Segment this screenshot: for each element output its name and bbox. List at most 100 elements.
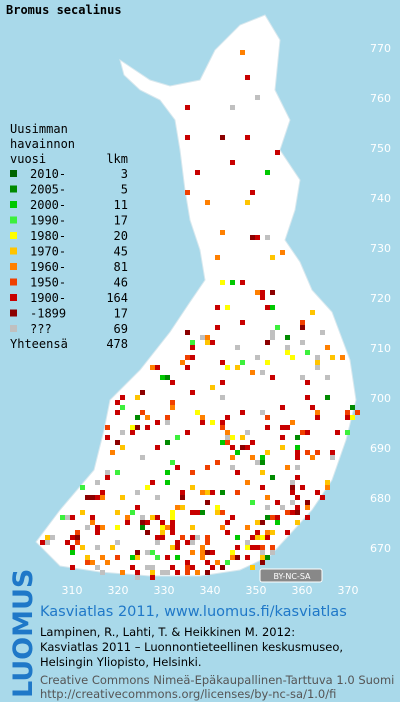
observation-square xyxy=(115,510,120,515)
observation-square xyxy=(215,510,220,515)
observation-square xyxy=(100,555,105,560)
observation-square xyxy=(265,425,270,430)
observation-square xyxy=(260,455,265,460)
observation-square xyxy=(225,365,230,370)
observation-square xyxy=(270,375,275,380)
observation-square xyxy=(255,460,260,465)
easting-label: 360 xyxy=(292,584,313,597)
observation-square xyxy=(240,445,245,450)
observation-square xyxy=(300,320,305,325)
observation-square xyxy=(185,330,190,335)
legend-swatch xyxy=(10,309,17,317)
observation-square xyxy=(280,435,285,440)
observation-square xyxy=(295,455,300,460)
observation-square xyxy=(205,570,210,575)
observation-square xyxy=(265,515,270,520)
observation-square xyxy=(250,535,255,540)
observation-square xyxy=(270,330,275,335)
observation-square xyxy=(270,305,275,310)
map-title: Bromus secalinus xyxy=(6,3,122,17)
observation-square xyxy=(305,350,310,355)
citation: Lampinen, R., Lahti, T. & Heikkinen M. 2… xyxy=(40,625,295,639)
legend-swatch xyxy=(10,278,17,286)
observation-square xyxy=(325,345,330,350)
license-url: http://creativecommons.org/licenses/by-n… xyxy=(40,687,336,701)
observation-square xyxy=(210,550,215,555)
observation-square xyxy=(245,540,250,545)
observation-square xyxy=(140,520,145,525)
observation-square xyxy=(190,340,195,345)
observation-square xyxy=(95,545,100,550)
observation-square xyxy=(280,425,285,430)
observation-square xyxy=(330,355,335,360)
observation-square xyxy=(240,360,245,365)
observation-square xyxy=(135,490,140,495)
observation-square xyxy=(255,355,260,360)
observation-square xyxy=(175,505,180,510)
observation-square xyxy=(285,530,290,535)
observation-square xyxy=(215,325,220,330)
observation-square xyxy=(115,540,120,545)
observation-square xyxy=(170,520,175,525)
observation-square xyxy=(110,450,115,455)
observation-square xyxy=(235,345,240,350)
observation-square xyxy=(265,535,270,540)
observation-square xyxy=(190,470,195,475)
observation-square xyxy=(80,485,85,490)
observation-square xyxy=(285,465,290,470)
observation-square xyxy=(305,500,310,505)
easting-label: 320 xyxy=(108,584,129,597)
observation-square xyxy=(255,520,260,525)
legend-heading: havainnon xyxy=(10,137,75,151)
observation-square xyxy=(220,510,225,515)
observation-square xyxy=(220,230,225,235)
observation-square xyxy=(300,375,305,380)
observation-square xyxy=(145,485,150,490)
observation-square xyxy=(270,545,275,550)
observation-square xyxy=(205,550,210,555)
observation-square xyxy=(255,235,260,240)
observation-square xyxy=(335,430,340,435)
observation-square xyxy=(150,365,155,370)
observation-square xyxy=(340,355,345,360)
observation-square xyxy=(155,555,160,560)
observation-square xyxy=(70,545,75,550)
observation-square xyxy=(245,430,250,435)
observation-square xyxy=(200,550,205,555)
observation-square xyxy=(115,400,120,405)
observation-square xyxy=(315,360,320,365)
legend-label: 2000- xyxy=(30,198,66,212)
observation-square xyxy=(205,200,210,205)
easting-label: 350 xyxy=(246,584,267,597)
observation-square xyxy=(120,445,125,450)
observation-square xyxy=(310,455,315,460)
observation-square xyxy=(260,550,265,555)
observation-square xyxy=(250,565,255,570)
observation-square xyxy=(290,420,295,425)
country-shape xyxy=(35,14,357,577)
observation-square xyxy=(325,375,330,380)
observation-square xyxy=(70,565,75,570)
observation-square xyxy=(195,535,200,540)
observation-square xyxy=(60,515,65,520)
observation-square xyxy=(260,290,265,295)
observation-square xyxy=(85,495,90,500)
observation-square xyxy=(145,425,150,430)
observation-square xyxy=(195,570,200,575)
observation-square xyxy=(235,470,240,475)
legend-count: 81 xyxy=(114,260,128,274)
easting-label: 330 xyxy=(154,584,175,597)
observation-square xyxy=(185,190,190,195)
observation-square xyxy=(65,540,70,545)
observation-square xyxy=(175,435,180,440)
observation-square xyxy=(355,410,360,415)
observation-square xyxy=(240,320,245,325)
observation-square xyxy=(150,565,155,570)
observation-square xyxy=(305,430,310,435)
observation-square xyxy=(115,410,120,415)
observation-square xyxy=(265,305,270,310)
observation-square xyxy=(260,460,265,465)
observation-square xyxy=(115,525,120,530)
observation-square xyxy=(150,480,155,485)
